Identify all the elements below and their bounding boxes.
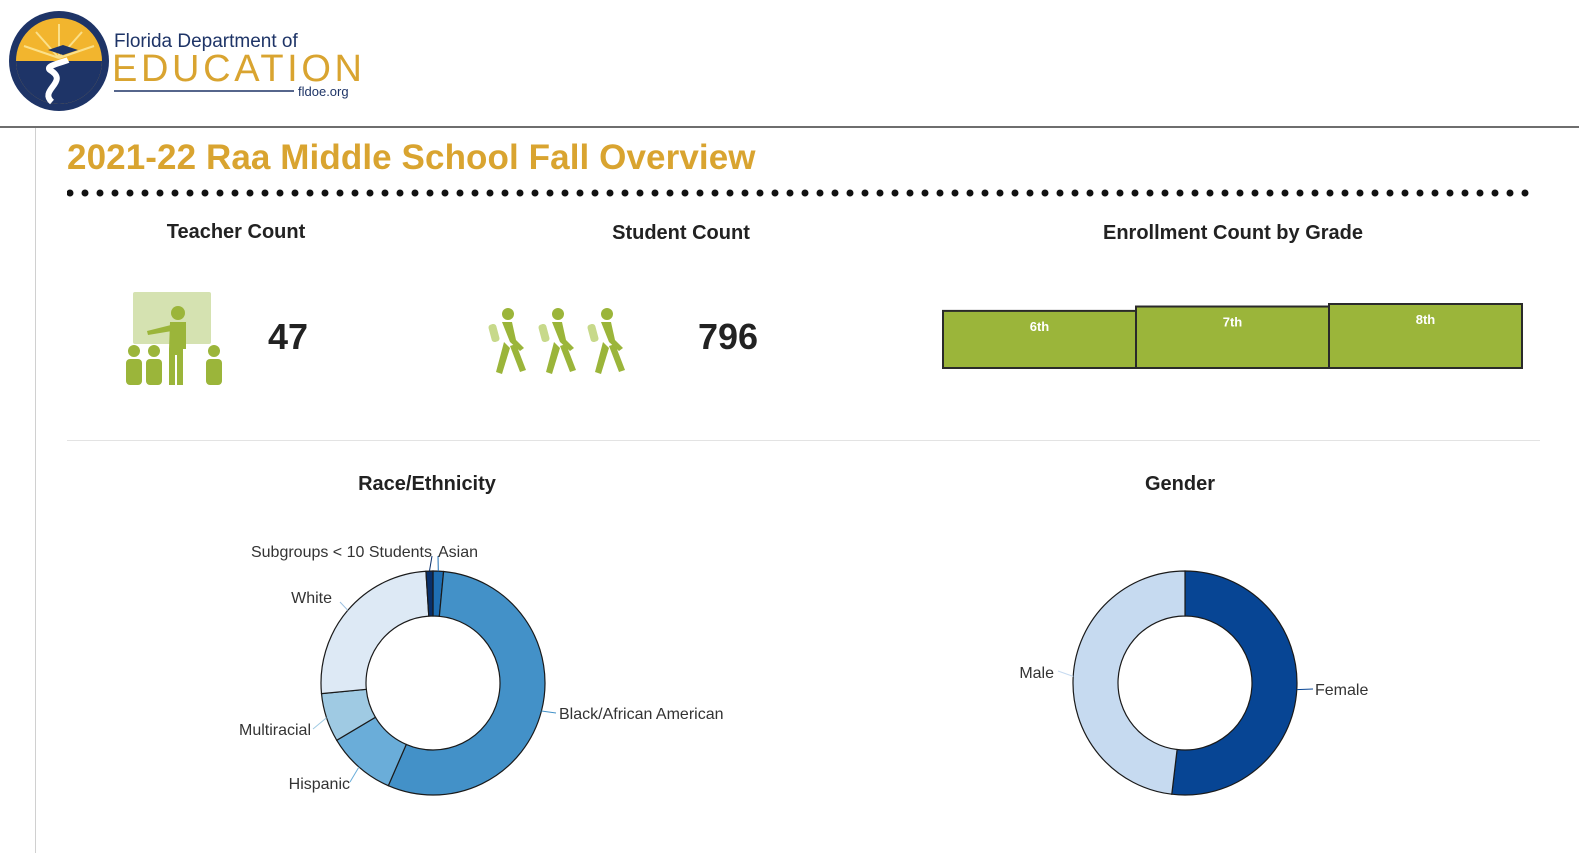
gender-slice-female[interactable] bbox=[1171, 570, 1298, 796]
walking-students-icon bbox=[488, 308, 625, 374]
gender-leader-female bbox=[1296, 688, 1314, 691]
race-slice-subgroups-10-students[interactable] bbox=[425, 570, 434, 617]
section-divider bbox=[67, 440, 1540, 441]
race-leader-multiracial bbox=[312, 717, 327, 730]
gender-donut-chart: Female Male bbox=[1019, 570, 1368, 796]
enrollment-bar-label-8th: 8th bbox=[1416, 312, 1436, 327]
gender-label-male: Male bbox=[1019, 665, 1054, 682]
site-header: Florida Department of EDUCATION fldoe.or… bbox=[0, 0, 1579, 127]
enrollment-bar-8th[interactable] bbox=[1328, 303, 1523, 369]
race-slice-white[interactable] bbox=[320, 570, 430, 695]
enrollment-title: Enrollment Count by Grade bbox=[1102, 222, 1364, 244]
race-label-black-african-american: Black/African American bbox=[559, 706, 724, 723]
teacher-count-title: Teacher Count bbox=[166, 221, 306, 243]
race-slice-black-african-american[interactable] bbox=[387, 570, 546, 796]
race-label-subgroups-10-students: Subgroups < 10 Students bbox=[251, 544, 432, 561]
enrollment-bar-label-7th: 7th bbox=[1223, 315, 1243, 330]
race-ethnicity-title: Race/Ethnicity bbox=[358, 473, 496, 495]
enrollment-bar-label-6th: 6th bbox=[1030, 319, 1050, 334]
race-leader-white bbox=[339, 601, 349, 611]
race-label-hispanic: Hispanic bbox=[289, 776, 350, 793]
enrollment-bar-chart: 6th 7th 8th bbox=[942, 303, 1523, 370]
teacher-classroom-icon bbox=[126, 292, 222, 385]
race-label-asian: Asian bbox=[438, 544, 478, 561]
logo-text-line1: Florida Department of bbox=[114, 31, 298, 52]
fldoe-logo[interactable]: Florida Department of EDUCATION fldoe.or… bbox=[8, 10, 368, 114]
logo-text-url: fldoe.org bbox=[298, 84, 349, 99]
student-count-title: Student Count bbox=[612, 222, 750, 244]
page-title: 2021-22 Raa Middle School Fall Overview bbox=[67, 138, 756, 177]
race-label-white: White bbox=[291, 590, 332, 607]
gender-label-female: Female bbox=[1315, 682, 1368, 699]
left-divider bbox=[35, 128, 36, 853]
race-ethnicity-donut-chart: Asian Subgroups < 10 Students White Black/A… bbox=[239, 544, 724, 796]
race-label-multiracial: Multiracial bbox=[239, 722, 311, 739]
dotted-divider bbox=[67, 189, 1543, 197]
student-count-value: 796 bbox=[698, 316, 759, 357]
race-leader-subgroups-10-students bbox=[428, 555, 433, 572]
race-leader-black-african-american bbox=[541, 710, 557, 714]
gender-title: Gender bbox=[1144, 473, 1216, 495]
header-divider bbox=[0, 126, 1579, 128]
teacher-count-value: 47 bbox=[268, 316, 309, 357]
enrollment-bar-6th[interactable] bbox=[942, 309, 1137, 369]
gender-slice-male[interactable] bbox=[1072, 570, 1186, 795]
race-leader-hispanic bbox=[349, 766, 360, 783]
gender-leader-male bbox=[1057, 670, 1074, 677]
logo-text-line2: EDUCATION bbox=[112, 48, 362, 90]
enrollment-bar-7th[interactable] bbox=[1135, 305, 1330, 370]
